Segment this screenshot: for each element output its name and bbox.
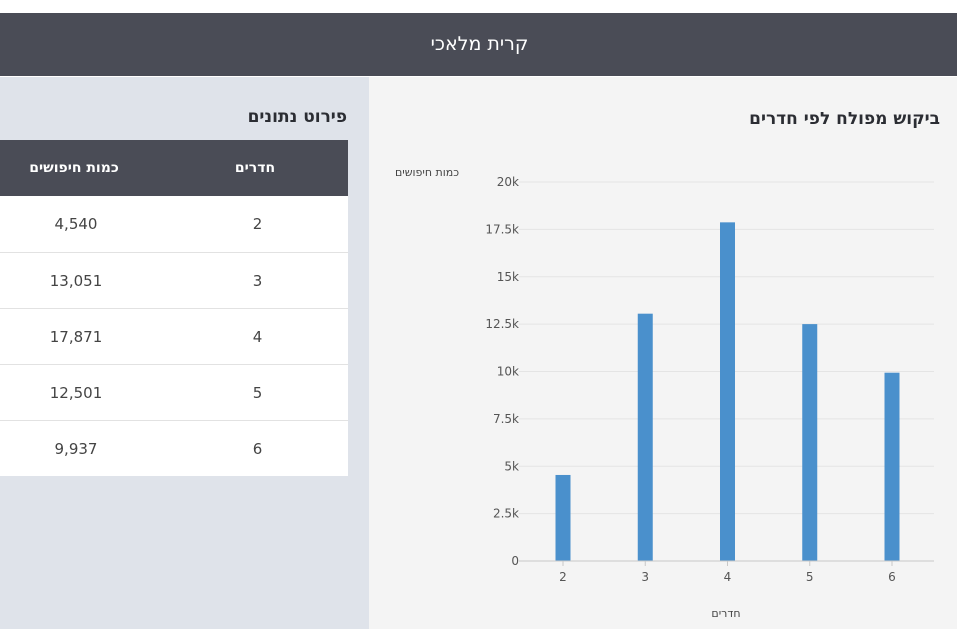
rooms-cell: 5: [252, 384, 263, 402]
table-row: 5 12,501: [0, 364, 348, 420]
search-count-cell: 9,937: [54, 440, 98, 458]
city-title: קרית מלאכי: [430, 33, 529, 55]
y-tick-label: 20k: [497, 175, 519, 189]
x-tick-label: 4: [724, 570, 732, 584]
x-tick-label: 2: [559, 570, 567, 584]
x-tick-label: 6: [888, 570, 896, 584]
y-tick-label: 0: [511, 554, 519, 568]
bar-rooms-4[interactable]: [720, 222, 735, 561]
chart-bars: [555, 222, 900, 561]
rooms-cell: 2: [252, 215, 263, 233]
bar-rooms-6[interactable]: [884, 372, 900, 561]
chart-title: ביקוש מפולח לפי חדרים: [749, 109, 940, 129]
x-tick-label: 3: [641, 570, 649, 584]
app-header: קרית מלאכי: [0, 13, 957, 76]
x-axis-ticks: 2 3 4 5 6: [559, 561, 896, 584]
y-tick-label: 12.5k: [485, 317, 519, 331]
y-tick-label: 7.5k: [493, 412, 519, 426]
y-tick-label: 10k: [497, 365, 519, 379]
bar-rooms-3[interactable]: [637, 313, 653, 561]
table-body: 2 4,540 3 13,051 4 17,871 5 12,501 6 9,937: [0, 196, 348, 476]
x-tick-label: 5: [806, 570, 814, 584]
rooms-cell: 3: [252, 272, 263, 290]
column-header-rooms[interactable]: חדרים: [234, 160, 276, 176]
table-title: פירוט נתונים: [247, 107, 347, 127]
search-count-cell: 13,051: [49, 272, 103, 290]
rooms-cell: 6: [252, 440, 263, 458]
bar-rooms-5[interactable]: [802, 324, 818, 561]
column-header-search-count[interactable]: כמות חיפושים: [29, 160, 119, 176]
table-row: 6 9,937: [0, 420, 348, 476]
table-row: 3 13,051: [0, 252, 348, 308]
y-axis-label: כמות חיפושים: [395, 166, 459, 179]
y-tick-label: 2.5k: [493, 507, 519, 521]
bar-rooms-2[interactable]: [555, 474, 571, 561]
search-count-cell: 12,501: [49, 384, 103, 402]
table-header-row: חדרים כמות חיפושים: [0, 140, 348, 196]
data-table: חדרים כמות חיפושים 2 4,540 3 13,051 4 17,871 5…: [0, 140, 348, 476]
chart-panel: [369, 77, 957, 629]
table-row: 4 17,871: [0, 308, 348, 364]
y-tick-label: 5k: [504, 459, 519, 473]
x-axis-label: חדרים: [711, 607, 740, 620]
y-tick-label: 15k: [497, 270, 519, 284]
rooms-cell: 4: [252, 328, 263, 346]
table-row: 2 4,540: [0, 196, 348, 252]
search-count-cell: 17,871: [49, 328, 103, 346]
y-axis-ticks: 0 2.5k 5k 7.5k 10k 12.5k 15k 17.5k 20k: [485, 175, 519, 568]
y-tick-label: 17.5k: [485, 222, 519, 236]
bar-chart: 0 2.5k 5k 7.5k 10k 12.5k 15k 17.5k 20k 2 3 4 5 6 כמו…: [395, 166, 934, 620]
search-count-cell: 4,540: [54, 215, 98, 233]
